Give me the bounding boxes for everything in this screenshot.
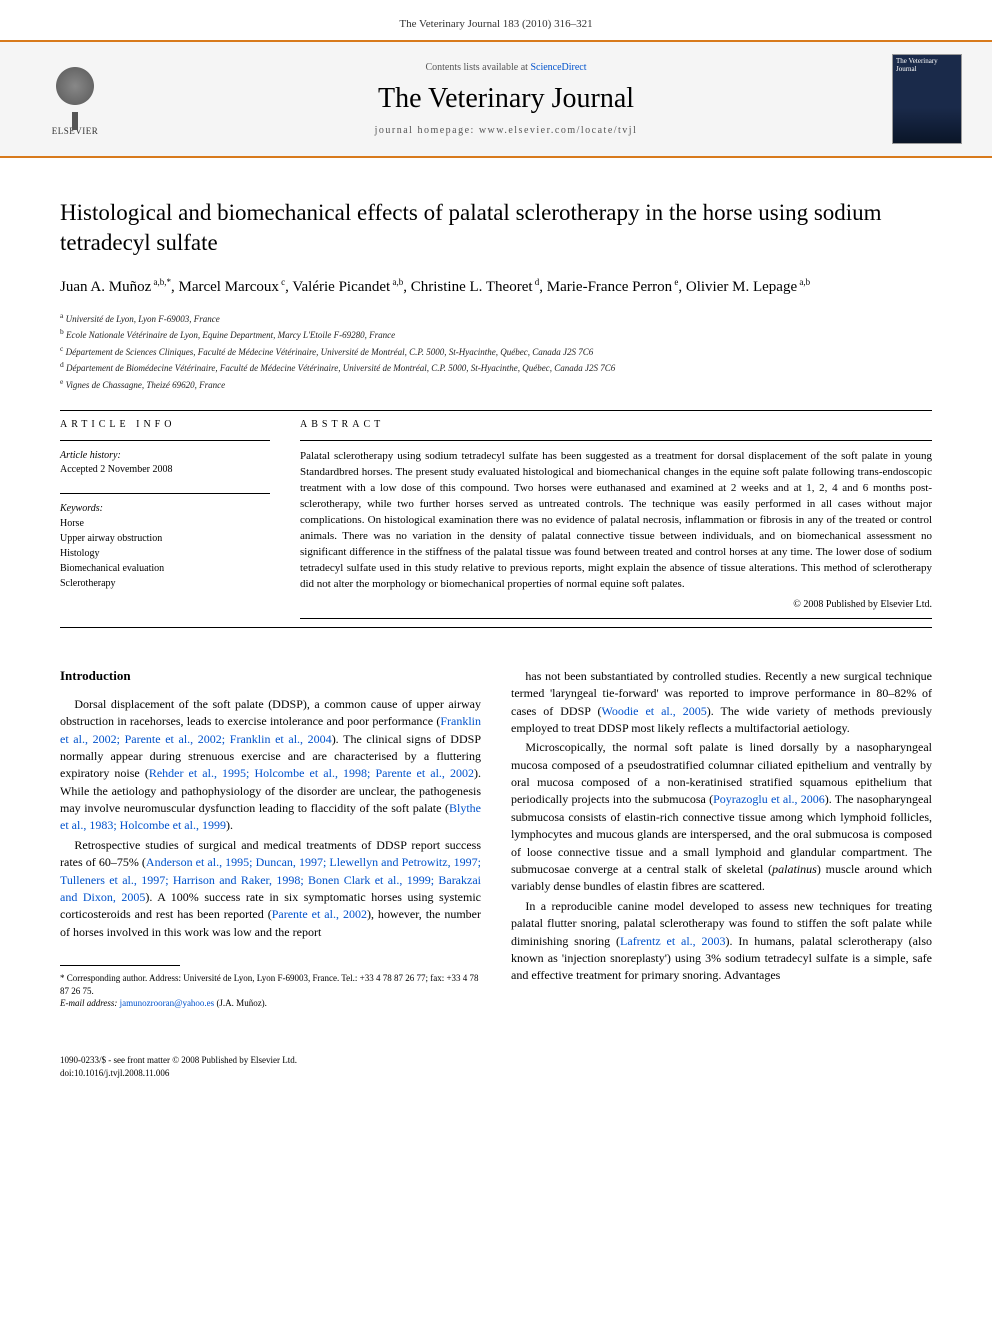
homepage-prefix: journal homepage: (375, 125, 479, 136)
article-title: Histological and biomechanical effects o… (60, 198, 932, 258)
journal-name: The Veterinary Journal (120, 83, 892, 115)
author-email-link[interactable]: jamunozrooran@yahoo.es (120, 998, 215, 1008)
article-history-value: Accepted 2 November 2008 (60, 463, 270, 477)
email-label: E-mail address: (60, 998, 120, 1008)
divider (300, 618, 932, 619)
doi-line: doi:10.1016/j.tvjl.2008.11.006 (60, 1067, 932, 1080)
affiliation-item: a Université de Lyon, Lyon F-69003, Fran… (60, 310, 932, 327)
front-matter-line: 1090-0233/$ - see front matter © 2008 Pu… (60, 1054, 932, 1067)
elsevier-logo: ELSEVIER (30, 54, 120, 144)
footnote-separator (60, 965, 180, 966)
contents-prefix: Contents lists available at (425, 62, 530, 73)
elsevier-tree-icon (45, 62, 105, 122)
divider (60, 493, 270, 494)
sciencedirect-link[interactable]: ScienceDirect (530, 62, 586, 73)
affiliation-item: b Ecole Nationale Vétérinaire de Lyon, E… (60, 326, 932, 343)
cover-title: The Veterinary Journal (896, 58, 958, 73)
body-paragraph: Microscopically, the normal soft palate … (511, 739, 932, 896)
affiliation-item: d Département de Biomédecine Vétérinaire… (60, 359, 932, 376)
journal-cover-thumbnail: The Veterinary Journal (892, 54, 962, 144)
body-paragraph: Dorsal displacement of the soft palate (… (60, 696, 481, 835)
divider (60, 410, 932, 411)
affiliations-list: a Université de Lyon, Lyon F-69003, Fran… (60, 310, 932, 393)
keyword-item: Horse (60, 516, 270, 531)
abstract-copyright: © 2008 Published by Elsevier Ltd. (300, 599, 932, 610)
article-history-label: Article history: (60, 449, 270, 463)
corresponding-author-note: * Corresponding author. Address: Univers… (60, 972, 481, 997)
body-paragraph: Retrospective studies of surgical and me… (60, 837, 481, 941)
abstract-text: Palatal sclerotherapy using sodium tetra… (300, 449, 932, 592)
keywords-list: HorseUpper airway obstructionHistologyBi… (60, 516, 270, 591)
email-suffix: (J.A. Muñoz). (214, 998, 267, 1008)
keyword-item: Histology (60, 546, 270, 561)
divider (60, 440, 270, 441)
article-info-heading: ARTICLE INFO (60, 419, 270, 430)
journal-homepage-line: journal homepage: www.elsevier.com/locat… (120, 125, 892, 136)
contents-available-line: Contents lists available at ScienceDirec… (120, 62, 892, 73)
divider (60, 627, 932, 628)
body-paragraph: has not been substantiated by controlled… (511, 668, 932, 738)
left-column: Introduction Dorsal displacement of the … (60, 668, 481, 1010)
introduction-heading: Introduction (60, 668, 481, 684)
right-column: has not been substantiated by controlled… (511, 668, 932, 1010)
running-header: The Veterinary Journal 183 (2010) 316–32… (0, 0, 992, 40)
abstract-heading: ABSTRACT (300, 419, 932, 430)
keyword-item: Biomechanical evaluation (60, 561, 270, 576)
keywords-label: Keywords: (60, 502, 270, 516)
author-list: Juan A. Muñoz a,b,*, Marcel Marcoux c, V… (60, 276, 932, 298)
affiliation-item: c Département de Sciences Cliniques, Fac… (60, 343, 932, 360)
journal-banner: ELSEVIER Contents lists available at Sci… (0, 40, 992, 158)
keyword-item: Upper airway obstruction (60, 531, 270, 546)
homepage-url: www.elsevier.com/locate/tvjl (479, 125, 638, 136)
page-footer: 1090-0233/$ - see front matter © 2008 Pu… (0, 1040, 992, 1099)
email-line: E-mail address: jamunozrooran@yahoo.es (… (60, 997, 481, 1010)
keyword-item: Sclerotherapy (60, 576, 270, 591)
affiliation-item: e Vignes de Chassagne, Theizé 69620, Fra… (60, 376, 932, 393)
divider (300, 440, 932, 441)
body-paragraph: In a reproducible canine model developed… (511, 898, 932, 985)
